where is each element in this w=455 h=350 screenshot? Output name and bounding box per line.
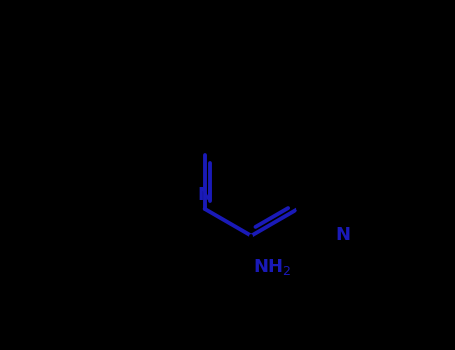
Text: NH$_2$: NH$_2$ [253, 257, 292, 277]
Text: N: N [335, 225, 350, 244]
Text: N: N [197, 186, 212, 204]
